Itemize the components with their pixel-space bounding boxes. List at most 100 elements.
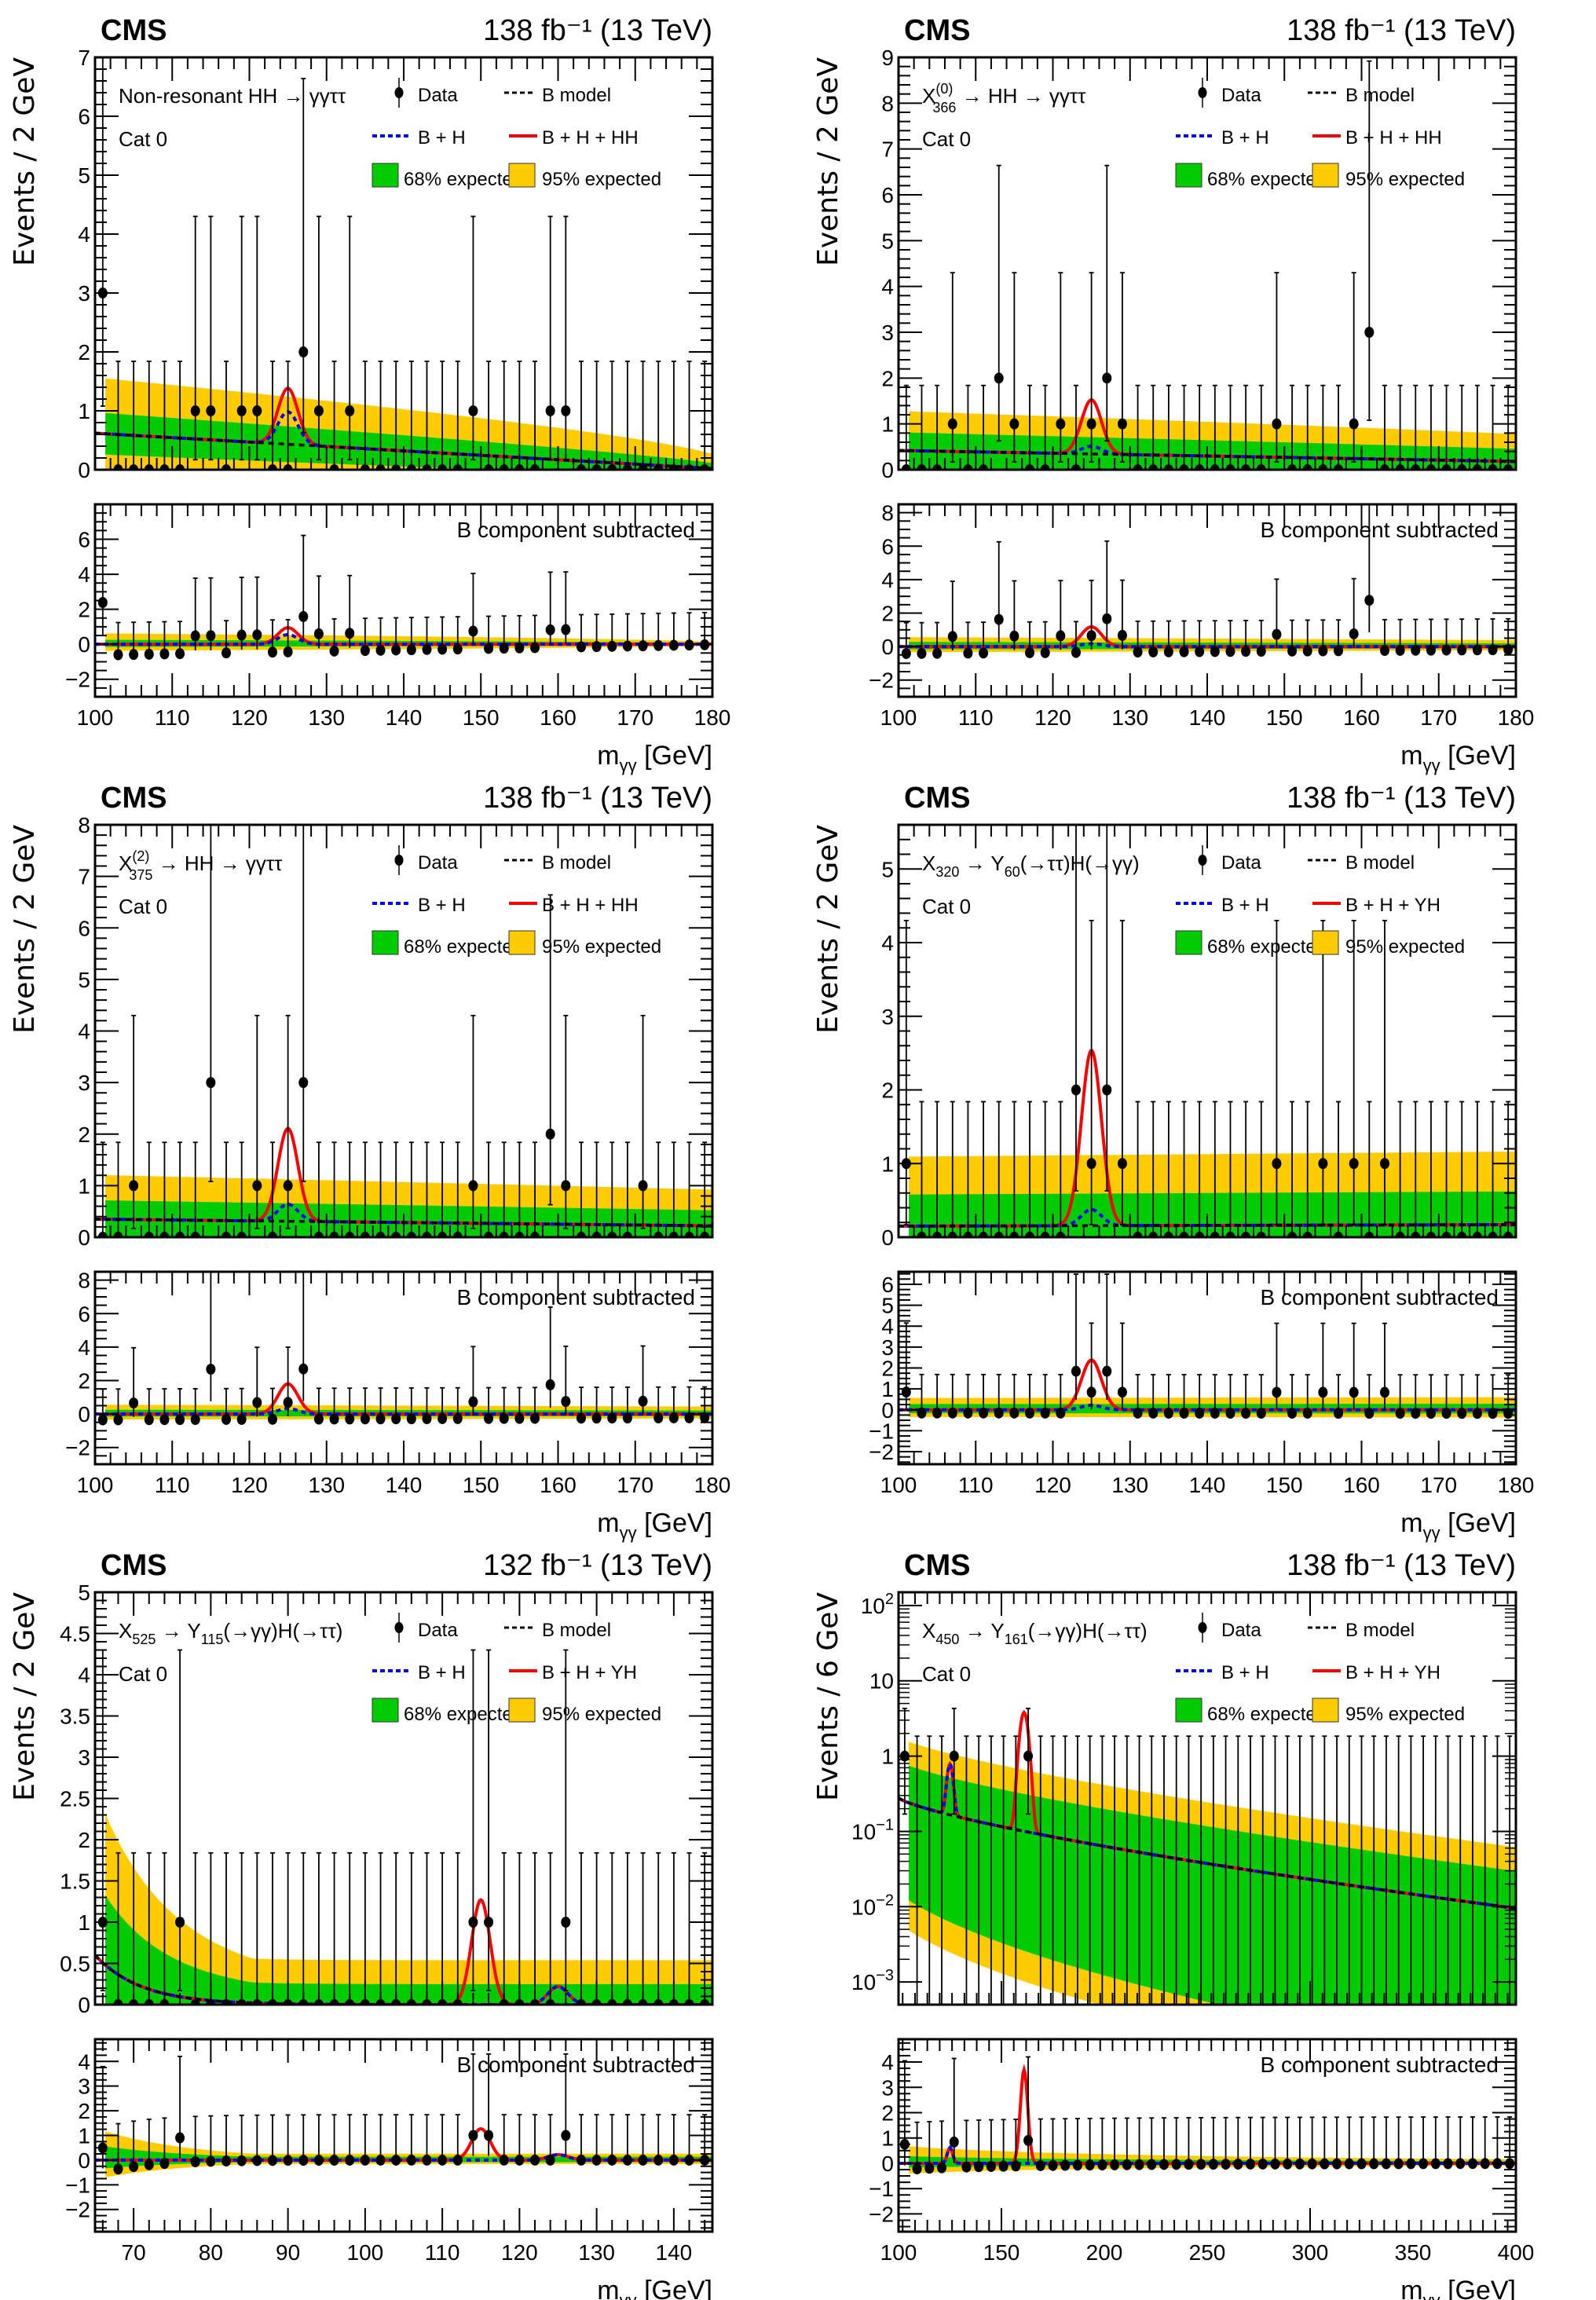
lower-y-tick-label: 3 [78, 2075, 90, 2099]
residual-point [252, 2114, 262, 2166]
data-marker [1102, 372, 1112, 384]
data-marker [499, 464, 509, 470]
x-tick-label: 150 [463, 1473, 500, 1497]
residual-marker [653, 639, 664, 651]
residual-marker [1270, 2158, 1280, 2170]
residual-marker [252, 2155, 262, 2166]
data-point [221, 1141, 232, 1237]
data-point [1457, 384, 1467, 470]
residual-marker [1503, 643, 1514, 655]
residual-marker [221, 2155, 232, 2167]
residual-point [1318, 619, 1328, 657]
residual-marker [963, 1407, 973, 1419]
residual-point [190, 1387, 200, 1426]
residual-point [252, 1346, 262, 1417]
data-point [668, 1141, 679, 1237]
residual-marker [622, 1412, 632, 1424]
lower-panel-label: B component subtracted [456, 1285, 695, 1309]
data-marker [1318, 1158, 1328, 1170]
residual-point [437, 2114, 448, 2166]
data-point [530, 1851, 540, 2005]
residual-marker [190, 630, 200, 642]
residual-point [1040, 1373, 1050, 1419]
data-marker [1411, 464, 1421, 470]
x-tick-label: 110 [425, 2240, 460, 2265]
x-tick-label: 140 [1189, 1473, 1226, 1497]
residual-marker [422, 643, 432, 655]
residual-point [206, 2115, 216, 2167]
residual-point [1488, 1374, 1498, 1419]
residual-marker [1472, 1408, 1482, 1419]
residual-marker [514, 642, 525, 654]
residual-point [1148, 1374, 1159, 1419]
residual-point [974, 2119, 984, 2173]
residual-marker [313, 628, 324, 639]
residual-point [1148, 620, 1159, 657]
data-point [190, 215, 200, 461]
upper-frame [897, 1591, 1517, 2006]
data-point [1334, 1101, 1344, 1237]
cms-label: CMS [101, 1549, 167, 1582]
residual-marker [668, 2154, 679, 2166]
data-marker [638, 464, 648, 470]
residual-point [499, 2114, 509, 2166]
data-point [576, 1141, 586, 1237]
data-point [1472, 384, 1482, 470]
residual-marker [437, 643, 448, 655]
data-marker [1379, 1158, 1389, 1170]
lower-y-tick-label: 1 [78, 2124, 90, 2148]
data-marker [252, 405, 262, 416]
residual-marker [1210, 1408, 1220, 1419]
residual-marker [360, 645, 370, 657]
residual-marker [1056, 630, 1066, 642]
lower-y-tick-label: 4 [78, 562, 90, 587]
residual-point [1503, 1374, 1514, 1419]
residual-marker [514, 2154, 525, 2166]
plot-panel-5: CMS 132 fb⁻¹ (13 TeV)Events / 2 GeV00.511… [9, 1549, 714, 2300]
data-marker [1163, 464, 1173, 470]
residual-marker [1072, 2159, 1082, 2171]
residual-marker [1294, 2158, 1305, 2170]
data-point [422, 361, 432, 470]
upper-plot-area [95, 57, 712, 470]
data-point [499, 361, 509, 470]
residual-marker [1302, 1408, 1312, 1419]
data-point [283, 1014, 293, 1229]
lower-y-tick-label: 2 [881, 601, 894, 625]
lower-plot-area [899, 504, 1516, 659]
data-marker [932, 464, 943, 470]
residual-point [607, 2114, 617, 2166]
y-tick-label: 1 [881, 1745, 894, 1769]
data-marker [329, 1232, 339, 1237]
x-tick-label: 150 [463, 705, 500, 730]
data-point [514, 1141, 525, 1237]
residual-marker [1179, 646, 1189, 657]
data-point [1349, 272, 1359, 463]
data-marker [1086, 1158, 1096, 1170]
data-marker [267, 464, 277, 470]
plot-title: X(0) 366 → HH → γγττ [922, 81, 1086, 115]
data-point [1210, 384, 1220, 470]
legend: Data B model B + H B + H + YH 68% expected 95… [372, 1613, 661, 1725]
residual-marker [1048, 2159, 1058, 2171]
data-point [484, 1649, 494, 1992]
residual-point [947, 1373, 957, 1419]
x-axis-label: mγγ [GeV] [1400, 2276, 1516, 2300]
residual-point [113, 2122, 123, 2175]
residual-marker [422, 1413, 432, 1425]
data-point [375, 361, 386, 470]
data-marker [700, 464, 710, 470]
legend-data-label: Data [1221, 85, 1261, 106]
data-point [653, 1141, 664, 1237]
data-marker [1302, 464, 1312, 470]
y-tick-label: 0 [78, 1225, 90, 1250]
lower-panel-label: B component subtracted [1260, 518, 1499, 542]
y-tick-label: 1 [78, 1174, 90, 1198]
residual-point [313, 1387, 324, 1425]
residual-point [998, 2119, 1008, 2172]
data-point [345, 215, 355, 461]
residual-marker [175, 1414, 185, 1426]
data-point [1371, 1735, 1377, 2005]
residual-point [283, 2114, 293, 2166]
data-point [917, 1101, 927, 1237]
